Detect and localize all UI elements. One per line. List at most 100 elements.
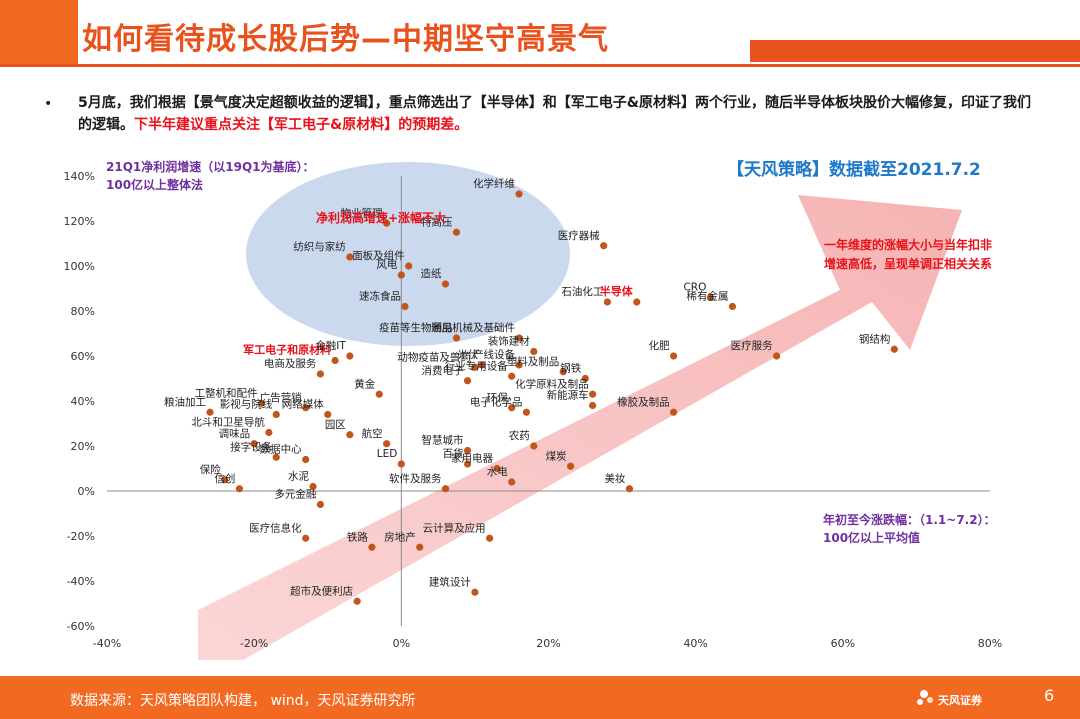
data-point: [272, 410, 280, 419]
data-point: [493, 464, 501, 473]
data-point: [346, 253, 354, 261]
x-tick-label: -20%: [240, 637, 268, 650]
data-point: [405, 262, 413, 270]
data-point-label: 保险: [200, 463, 221, 476]
data-point-label: 云计算及应用: [423, 521, 486, 534]
data-point-label: 产线设备: [473, 348, 515, 361]
y-tick-label: 40%: [71, 395, 95, 408]
data-point: [508, 478, 516, 486]
data-point: [250, 440, 258, 448]
data-point: [603, 298, 611, 306]
x-tick-label: 80%: [978, 637, 1002, 650]
data-point-label: 钢铁: [560, 362, 581, 375]
scatter-chart: -40% -20% 0% 20% 40% 60% 80% 140% 120% 100% 80% 60%…: [64, 159, 1002, 660]
data-point-label: CRO: [683, 282, 706, 294]
data-point-label: 铁路: [347, 530, 368, 543]
data-point: [397, 460, 405, 468]
data-point-label: 速冻食品: [359, 290, 401, 303]
data-point-label: 电子化学品: [470, 395, 523, 408]
data-point: [728, 302, 737, 311]
data-point-label: 软件及服务: [389, 472, 442, 485]
data-point-label: 半导体: [600, 284, 634, 298]
data-point-label: 金融IT: [315, 339, 346, 352]
data-point-label: 煤炭: [546, 449, 567, 462]
data-point: [265, 428, 273, 437]
data-point: [515, 190, 523, 198]
data-point: [589, 390, 597, 398]
x-tick-label: 0%: [393, 637, 410, 650]
data-point-label: 物业管理: [341, 206, 383, 219]
data-point-label: 钢结构: [859, 332, 891, 345]
data-point-label: 塑料及制品: [507, 355, 560, 368]
tf-logo-icon: [917, 690, 933, 705]
data-point-label: 新能源车: [547, 389, 589, 402]
data-point-label: 环保: [487, 391, 508, 404]
title-decoration-bar: [750, 40, 1080, 62]
data-point: [302, 534, 310, 542]
data-point-label: 石油化工: [561, 285, 603, 298]
data-point-label: 北斗和卫星导航: [191, 416, 265, 429]
data-point: [221, 476, 229, 484]
data-point: [478, 361, 486, 369]
data-point-label: 多元金融: [274, 488, 316, 501]
data-point-label: 调味品: [219, 428, 251, 440]
data-point-label: 房地产: [384, 530, 416, 543]
y-tick-label: 100%: [64, 260, 95, 273]
data-point: [452, 334, 461, 342]
x-axis-note-line1: 年初至今涨跌幅：（1.1~7.2）：: [823, 512, 996, 527]
data-point: [706, 293, 714, 302]
data-point: [309, 482, 317, 491]
data-point: [463, 446, 472, 455]
data-point: [302, 455, 310, 464]
data-point: [383, 440, 391, 448]
bullet-marker: •: [44, 96, 53, 112]
data-point-label: 建筑设计: [429, 575, 471, 588]
data-point-label: 消费电子: [422, 364, 464, 377]
data-point: [581, 374, 589, 383]
page-number: 6: [1044, 686, 1055, 705]
data-point-label: 化肥: [649, 339, 670, 352]
data-point: [206, 408, 214, 416]
data-point-label: 行业专用设备: [445, 359, 508, 372]
data-point: [566, 462, 575, 470]
data-point-label: 智慧城市: [422, 434, 464, 447]
data-point-label: 农药: [509, 429, 530, 442]
data-point-label: 网络媒体: [282, 398, 324, 411]
data-point-label: 通用机械及基础件: [431, 321, 515, 334]
page-title: 如何看待成长股后势—中期坚守高景气: [82, 22, 609, 57]
data-point-label: LED: [377, 448, 398, 460]
data-point: [324, 410, 332, 419]
y-axis-note-line1: 21Q1净利润增速（以19Q1为基底）：: [106, 159, 315, 174]
data-point: [441, 280, 450, 288]
data-point: [559, 368, 567, 376]
data-point: [316, 370, 324, 378]
ellipse-label: 净利润高增速+涨幅不大: [316, 210, 446, 225]
data-point-label: 光伏: [457, 348, 478, 361]
y-tick-label: 0%: [78, 485, 95, 498]
intro-paragraph: 5月底，我们根据【景气度决定超额收益的逻辑】，重点筛选出了【半导体】和【军工电子…: [78, 92, 1038, 136]
data-point-label: 动物疫苗及兽药: [397, 350, 471, 363]
y-axis-note-line2: 100亿以上整体法: [106, 177, 203, 192]
data-point-label: 水泥: [288, 470, 309, 483]
data-point: [890, 345, 898, 353]
data-point-label: 造纸: [420, 267, 441, 280]
data-point-label: 广告营销: [260, 391, 302, 404]
data-point: [669, 408, 678, 416]
data-point: [773, 352, 781, 360]
data-point: [463, 377, 472, 385]
data-point-label: 医疗服务: [731, 339, 773, 352]
data-point-label: 面板及组件: [352, 249, 405, 262]
data-point-label: 橡胶及制品: [617, 395, 670, 408]
data-point-label: 水电: [487, 465, 508, 478]
y-tick-label: -40%: [67, 575, 95, 588]
data-point: [486, 534, 494, 542]
y-tick-label: 60%: [71, 350, 95, 363]
data-point: [508, 404, 516, 412]
data-point: [416, 543, 424, 551]
data-point: [272, 453, 280, 461]
data-point: [257, 399, 266, 407]
data-point: [302, 404, 310, 412]
data-point-label: 疫苗等生物制品: [379, 321, 453, 334]
footer-bar: [0, 676, 1080, 719]
tf-logo-text: 天风证券: [938, 694, 982, 707]
